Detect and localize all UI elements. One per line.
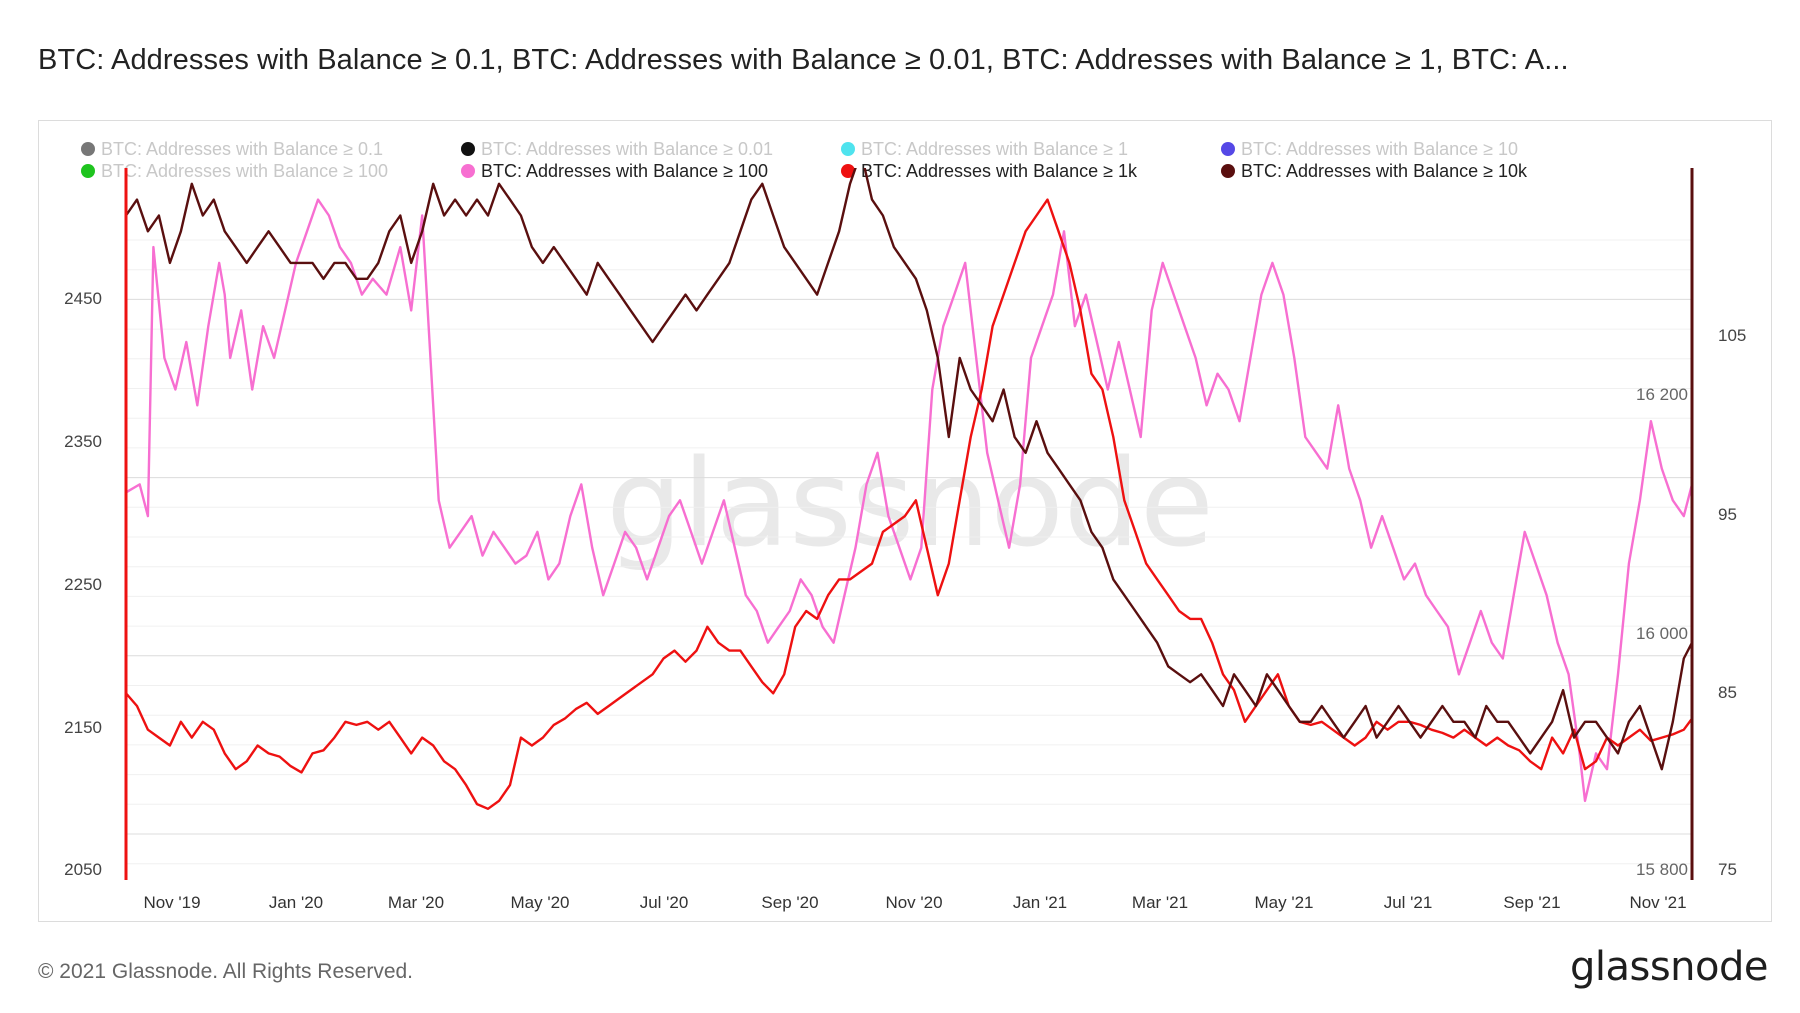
y-right-tick-label: 75 bbox=[1718, 860, 1737, 879]
y-right-tick-label: 105 bbox=[1718, 326, 1746, 345]
legend-swatch bbox=[841, 164, 855, 178]
legend-label: BTC: Addresses with Balance ≥ 1 bbox=[861, 139, 1128, 159]
y-left-tick-label: 2450 bbox=[64, 289, 102, 308]
series-line bbox=[126, 168, 1692, 771]
y-inner-tick-label: 15 800 bbox=[1636, 860, 1688, 879]
series-line bbox=[126, 198, 1692, 803]
legend-item[interactable]: BTC: Addresses with Balance ≥ 1k bbox=[841, 161, 1138, 181]
y-left-tick-label: 2150 bbox=[64, 718, 102, 737]
legend-swatch bbox=[841, 142, 855, 156]
legend-label: BTC: Addresses with Balance ≥ 0.1 bbox=[101, 139, 383, 159]
legend-label: BTC: Addresses with Balance ≥ 100 bbox=[481, 161, 768, 181]
legend-label: BTC: Addresses with Balance ≥ 100 bbox=[101, 161, 388, 181]
legend-item[interactable]: BTC: Addresses with Balance ≥ 0.1 bbox=[81, 139, 383, 159]
legend-swatch bbox=[461, 164, 475, 178]
chart-frame bbox=[38, 120, 1772, 922]
x-tick-label: Jul '21 bbox=[1384, 893, 1433, 912]
legend-item[interactable]: BTC: Addresses with Balance ≥ 10k bbox=[1221, 161, 1528, 181]
x-tick-label: Nov '21 bbox=[1629, 893, 1686, 912]
x-tick-label: Mar '21 bbox=[1132, 893, 1188, 912]
y-left-tick-label: 2250 bbox=[64, 575, 102, 594]
x-tick-label: May '20 bbox=[511, 893, 570, 912]
legend-item[interactable]: BTC: Addresses with Balance ≥ 100 bbox=[81, 161, 388, 181]
x-tick-label: Nov '19 bbox=[143, 893, 200, 912]
legend-item[interactable]: BTC: Addresses with Balance ≥ 100 bbox=[461, 161, 768, 181]
legend-item[interactable]: BTC: Addresses with Balance ≥ 0.01 bbox=[461, 139, 773, 159]
legend-swatch bbox=[1221, 164, 1235, 178]
x-tick-label: May '21 bbox=[1255, 893, 1314, 912]
y-left-tick-label: 2050 bbox=[64, 860, 102, 879]
x-tick-label: Jan '20 bbox=[269, 893, 323, 912]
legend-swatch bbox=[1221, 142, 1235, 156]
copyright-footer: © 2021 Glassnode. All Rights Reserved. bbox=[38, 960, 414, 983]
x-tick-label: Nov '20 bbox=[885, 893, 942, 912]
x-tick-label: Mar '20 bbox=[388, 893, 444, 912]
glassnode-logo: glassnode bbox=[1569, 944, 1769, 990]
series-line bbox=[126, 198, 1692, 810]
x-tick-label: Sep '20 bbox=[761, 893, 818, 912]
chart-svg: glassnode BTC: Addresses with Balance ≥ … bbox=[64, 139, 1746, 912]
legend-label: BTC: Addresses with Balance ≥ 10 bbox=[1241, 139, 1518, 159]
chart-title: BTC: Addresses with Balance ≥ 0.1, BTC: … bbox=[38, 44, 1569, 76]
x-tick-label: Jul '20 bbox=[640, 893, 689, 912]
legend-label: BTC: Addresses with Balance ≥ 10k bbox=[1241, 161, 1528, 181]
legend-swatch bbox=[81, 164, 95, 178]
y-inner-tick-label: 16 000 bbox=[1636, 624, 1688, 643]
y-right-tick-label: 95 bbox=[1718, 505, 1737, 524]
legend-swatch bbox=[461, 142, 475, 156]
legend-label: BTC: Addresses with Balance ≥ 0.01 bbox=[481, 139, 773, 159]
x-tick-label: Jan '21 bbox=[1013, 893, 1067, 912]
y-inner-tick-label: 16 200 bbox=[1636, 385, 1688, 404]
legend-item[interactable]: BTC: Addresses with Balance ≥ 10 bbox=[1221, 139, 1518, 159]
y-right-tick-label: 85 bbox=[1718, 683, 1737, 702]
legend-label: BTC: Addresses with Balance ≥ 1k bbox=[861, 161, 1138, 181]
y-left-tick-label: 2350 bbox=[64, 432, 102, 451]
legend-swatch bbox=[81, 142, 95, 156]
legend-item[interactable]: BTC: Addresses with Balance ≥ 1 bbox=[841, 139, 1128, 159]
x-tick-label: Sep '21 bbox=[1503, 893, 1560, 912]
